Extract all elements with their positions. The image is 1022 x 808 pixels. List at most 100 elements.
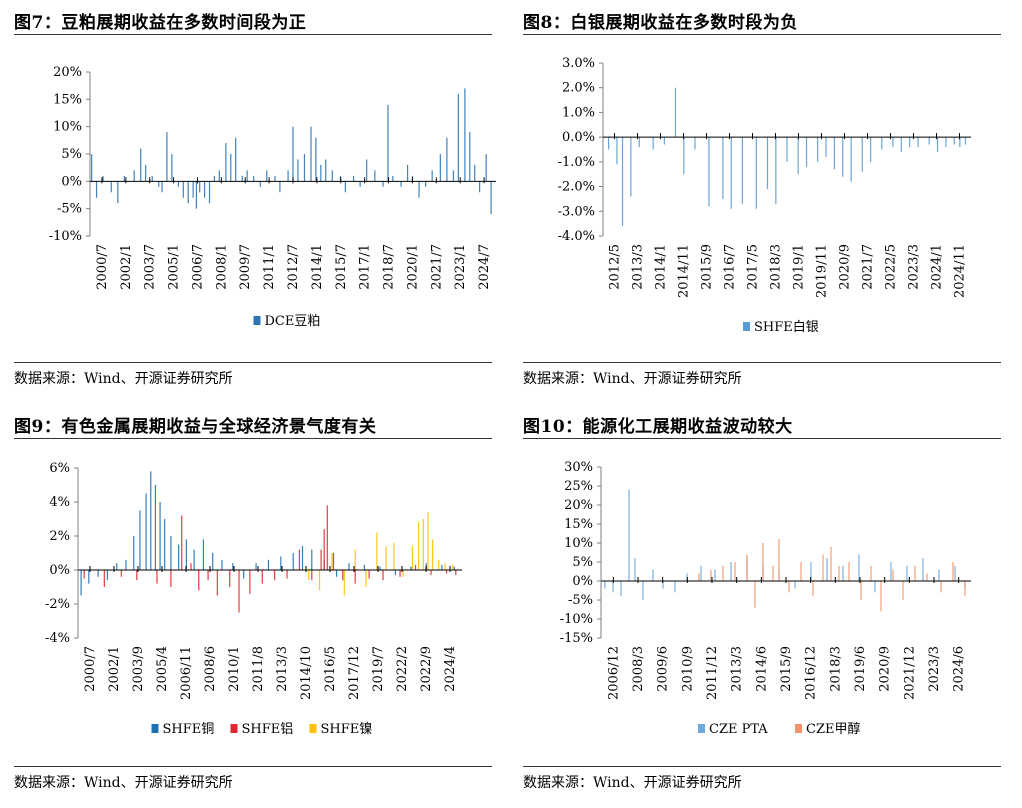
x-tick-label: 2013/3 (631, 244, 646, 290)
bar (710, 569, 712, 581)
bar (159, 502, 161, 570)
bar (343, 570, 345, 596)
x-tick-label: 2019/7 (371, 646, 386, 692)
bar (393, 542, 395, 570)
x-tick-label: 2018/3 (828, 646, 843, 692)
bar (446, 137, 448, 182)
bar (187, 181, 189, 204)
x-tick-label: 2002/1 (107, 646, 122, 692)
bar (259, 181, 261, 187)
bar (125, 559, 127, 570)
bar (213, 175, 216, 182)
x-tick-label: 2022/2 (395, 646, 410, 692)
bar (320, 549, 322, 570)
bar (88, 570, 90, 584)
bar (164, 519, 166, 570)
x-tick-label: 2017/5 (746, 244, 761, 290)
bar (292, 126, 294, 182)
bar (906, 565, 908, 581)
bar (145, 493, 147, 570)
x-tick-label: 2024/1 (930, 244, 945, 290)
bar (474, 164, 476, 182)
bar (311, 549, 313, 570)
data-source: 数据来源：Wind、开源证券研究所 (14, 371, 233, 387)
legend-label: DCE豆粕 (265, 314, 321, 329)
bar (368, 570, 370, 579)
x-tick-label: 2017/1 (358, 244, 373, 290)
x-tick-label: 2018/7 (382, 244, 397, 290)
bar (427, 512, 429, 570)
bar (755, 137, 757, 209)
bar (848, 562, 850, 581)
bar (303, 154, 306, 182)
bar (741, 137, 743, 204)
bar (331, 170, 333, 182)
x-tick-label: 2021/7 (861, 244, 876, 290)
bar (438, 559, 440, 570)
bar (376, 532, 378, 570)
y-tick-label: 10% (564, 536, 593, 551)
x-tick-label: 2022/9 (419, 646, 434, 692)
bar (394, 570, 397, 576)
y-tick-label: 2% (49, 529, 70, 544)
bar (860, 581, 862, 600)
x-tick-label: 2024/6 (952, 646, 967, 692)
source-rule (14, 766, 492, 767)
bar (354, 570, 356, 584)
bar (880, 581, 882, 612)
bar (441, 564, 443, 570)
x-tick-label: 2011/12 (705, 646, 720, 700)
bar (630, 137, 632, 197)
bar (822, 554, 824, 581)
y-tick-label: -4% (45, 631, 70, 646)
bar (926, 573, 928, 581)
y-tick-label: 20% (53, 65, 82, 80)
bar (161, 181, 163, 193)
bar (151, 175, 153, 182)
x-tick-label: 2012/5 (608, 244, 623, 290)
x-tick-label: 2014/1 (310, 244, 325, 290)
bar (212, 553, 214, 570)
bar (286, 570, 288, 579)
bar (103, 570, 105, 587)
bar (116, 563, 118, 570)
legend-swatch (743, 322, 750, 331)
bar (158, 181, 160, 187)
bar (612, 581, 614, 593)
bar (170, 536, 172, 570)
x-tick-label: 2018/3 (769, 244, 784, 290)
bar (133, 536, 135, 570)
chart-title: 图8：白银展期收益在多数时段为负 (523, 13, 798, 33)
bar (892, 569, 894, 581)
bar (171, 154, 173, 182)
bar (662, 581, 664, 589)
bar (301, 546, 304, 570)
x-tick-label: 2023/1 (453, 244, 468, 290)
silver-roll-yield-chart: -4.0% -3.0% -2.0% -1.0% 0.0% 1.0% 2.0% 3.0% 2012… (558, 56, 971, 335)
bar (230, 154, 232, 182)
bar (616, 137, 618, 165)
bar (102, 175, 104, 182)
bar (778, 539, 780, 581)
x-tick-label: 2008/6 (203, 646, 218, 692)
bar (97, 570, 99, 577)
x-tick-label: 2016/5 (323, 646, 338, 692)
x-tick-label: 2014/1 (654, 244, 669, 290)
bar (430, 570, 432, 576)
bar (208, 181, 211, 204)
bar (325, 159, 327, 182)
bar (952, 562, 954, 581)
bar (292, 553, 294, 570)
bar (714, 569, 716, 581)
y-tick-label: -5% (57, 202, 82, 217)
bar (133, 170, 135, 182)
x-tick-label: 2015/9 (700, 244, 715, 290)
x-tick-label: 2019/6 (853, 646, 868, 692)
title-rule (523, 438, 1001, 439)
bar (874, 581, 876, 593)
bar (861, 137, 863, 172)
y-tick-label: -2.0% (558, 180, 595, 195)
bar (838, 565, 840, 581)
bar (203, 181, 206, 198)
bar (817, 137, 819, 162)
